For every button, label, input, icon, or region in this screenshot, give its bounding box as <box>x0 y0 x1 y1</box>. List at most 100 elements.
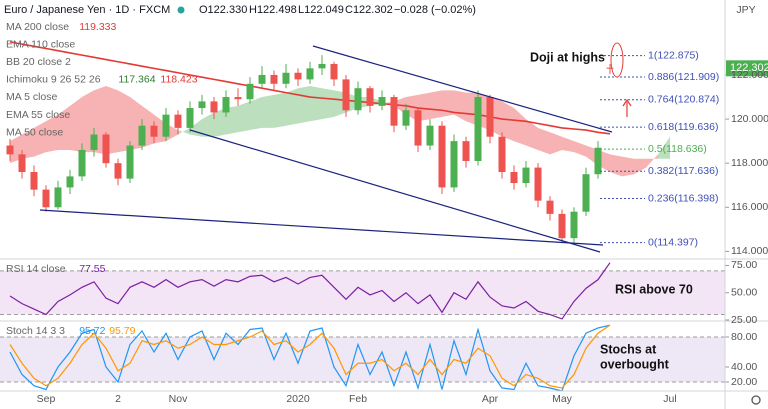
x-tick-label: Sep <box>37 393 56 405</box>
band <box>0 270 725 315</box>
candle-body <box>150 125 158 137</box>
candle-body <box>546 200 554 214</box>
candle-body <box>318 63 326 69</box>
cloud-segment <box>274 92 286 128</box>
symbol-title: Euro / Japanese Yen · 1D · FXCM <box>4 4 170 16</box>
cloud-segment <box>322 88 334 120</box>
y-tick-label: 50.00 <box>731 287 757 299</box>
y-tick-label: 25.00 <box>731 314 757 326</box>
candle-body <box>186 108 194 128</box>
x-tick-label: Nov <box>169 393 188 405</box>
indicator-name: Ichimoku 9 26 52 26 <box>6 74 101 86</box>
candle-body <box>66 176 74 188</box>
candle-body <box>162 114 170 137</box>
indicator-name: MA 50 close <box>6 126 63 138</box>
arrow-head <box>622 98 632 107</box>
cloud-segment <box>538 127 550 155</box>
text-layer: Euro / Japanese Yen · 1D · FXCM O122.330… <box>4 4 768 405</box>
y-tick-label: 80.00 <box>731 331 757 343</box>
candle-body <box>18 154 26 172</box>
cloud-segment <box>634 158 646 175</box>
x-tick-label: May <box>552 393 573 405</box>
candle-body <box>270 74 278 84</box>
ohlc-open: O122.330 <box>199 4 247 16</box>
trendline <box>39 209 604 246</box>
y-tick-label: 20.00 <box>731 376 757 388</box>
candle-body <box>606 67 614 69</box>
candle-body <box>198 101 206 109</box>
cloud-segment <box>310 86 322 122</box>
candle-body <box>30 172 38 190</box>
candle-body <box>42 189 50 208</box>
y-tick-label: 40.00 <box>731 361 757 373</box>
candle-body <box>366 88 374 106</box>
fib-label: 0.236(116.398) <box>648 192 718 204</box>
annotation: overbought <box>600 357 670 371</box>
ohlc-change: −0.028 (−0.02%) <box>394 4 476 16</box>
cloud-segment <box>22 127 34 159</box>
fib-label: 0.886(121.909) <box>648 71 719 83</box>
indicator-name: MA 5 close <box>6 91 58 103</box>
cloud-segment <box>514 108 526 146</box>
cloud-segment <box>502 101 514 142</box>
fib-label: 0.764(120.874) <box>648 94 719 106</box>
cloud-segment <box>226 105 238 135</box>
y-tick-label: 120.000 <box>731 113 768 125</box>
candle-body <box>486 97 494 137</box>
currency: JPY <box>736 4 755 16</box>
cloud-segment <box>250 97 262 131</box>
fib-label: 1(122.875) <box>648 49 699 61</box>
ohlc-high: H122.498 <box>249 4 297 16</box>
candle-body <box>234 97 242 100</box>
candle-body <box>306 68 314 80</box>
candle-body <box>570 211 578 239</box>
x-tick-label: 2020 <box>286 393 310 405</box>
cloud-segment <box>58 105 70 150</box>
cloud-segment <box>562 136 574 153</box>
candle-body <box>174 114 182 128</box>
fib-label: 0.382(117.636) <box>648 165 718 177</box>
annotation: RSI above 70 <box>615 282 693 296</box>
pane-title: RSI 14 close <box>6 263 66 275</box>
fib-label: 0.618(119.636) <box>648 121 718 133</box>
candle-body <box>210 101 218 113</box>
cloud-segment <box>34 121 46 157</box>
ma-line <box>9 41 611 135</box>
annotation: Doji at highs <box>530 50 605 64</box>
cloud-segment <box>70 97 82 153</box>
cloud-segment <box>238 101 250 133</box>
candle-body <box>90 134 98 150</box>
trendline <box>189 129 601 253</box>
candle-body <box>246 83 254 100</box>
candle-body <box>390 97 398 126</box>
indicator-name: MA 200 close <box>6 21 69 33</box>
y-tick-label: 122.000 <box>731 69 768 81</box>
candle-body <box>6 145 14 155</box>
pane-value: 95.79 <box>109 325 135 337</box>
candle-body <box>78 149 86 177</box>
indicator-value: 119.333 <box>79 21 116 33</box>
candle-body <box>450 141 458 188</box>
status-dot <box>177 6 185 14</box>
candle-body <box>330 63 338 80</box>
x-tick-label: Apr <box>482 393 499 405</box>
x-tick-label: 2 <box>115 393 121 405</box>
settings-icon[interactable] <box>751 395 761 405</box>
cloud-segment <box>622 156 634 177</box>
candle-body <box>510 172 518 184</box>
x-tick-label: Jul <box>663 393 676 405</box>
indicator-name: BB 20 close 2 <box>6 56 71 68</box>
y-tick-label: 75.00 <box>731 259 757 271</box>
pane-value: 77.55 <box>79 263 105 275</box>
fib-label: 0(114.397) <box>648 236 698 248</box>
candle-body <box>282 72 290 84</box>
candle-body <box>102 134 110 164</box>
last-price-label: 122.302 <box>730 62 768 74</box>
cloud-segment <box>298 86 310 124</box>
cloud-segment <box>550 132 562 155</box>
annotation: Stochs at <box>600 342 657 356</box>
cloud-segment <box>430 90 442 120</box>
indicator-value: 118.423 <box>160 74 197 86</box>
